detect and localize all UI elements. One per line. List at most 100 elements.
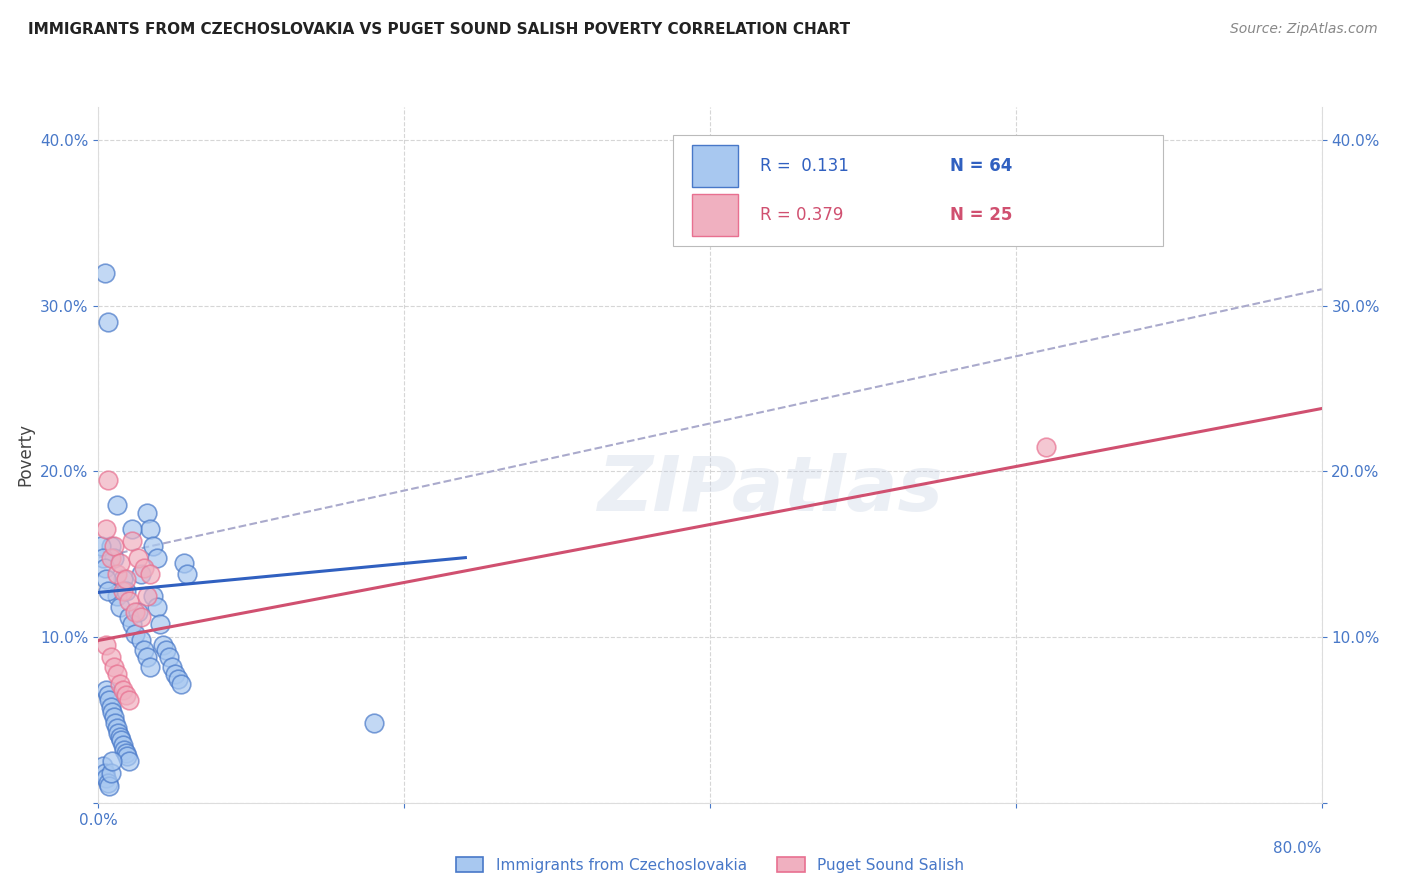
Text: N = 64: N = 64 <box>950 157 1012 175</box>
Text: ZIPatlas: ZIPatlas <box>598 453 945 526</box>
Point <box>103 660 125 674</box>
Point <box>91 759 114 773</box>
Point <box>136 650 159 665</box>
Point <box>93 266 115 280</box>
Point <box>100 539 122 553</box>
Point <box>97 473 120 487</box>
Point <box>110 732 132 747</box>
Point <box>97 583 120 598</box>
Point <box>97 776 120 790</box>
Point <box>108 676 131 690</box>
Point <box>152 639 174 653</box>
Point <box>112 743 135 757</box>
Point <box>94 771 117 785</box>
Point <box>139 660 162 674</box>
Point <box>105 498 128 512</box>
Point <box>145 550 167 565</box>
Point <box>129 633 152 648</box>
Point <box>111 683 134 698</box>
Point <box>103 539 125 553</box>
Point <box>105 567 128 582</box>
Point <box>94 639 117 653</box>
Point <box>149 616 172 631</box>
Point <box>115 746 138 760</box>
Point <box>139 523 162 537</box>
Text: IMMIGRANTS FROM CZECHOSLOVAKIA VS PUGET SOUND SALISH POVERTY CORRELATION CHART: IMMIGRANTS FROM CZECHOSLOVAKIA VS PUGET … <box>28 22 851 37</box>
Text: R = 0.379: R = 0.379 <box>761 206 844 224</box>
Point <box>115 572 138 586</box>
FancyBboxPatch shape <box>673 135 1163 246</box>
Point <box>139 567 162 582</box>
Point <box>118 693 141 707</box>
Point <box>134 560 156 574</box>
Point <box>163 666 186 681</box>
Point <box>129 567 152 582</box>
Point <box>107 726 129 740</box>
Point <box>97 688 120 702</box>
Point <box>94 683 117 698</box>
Point <box>100 550 122 565</box>
Point <box>98 779 121 793</box>
Point <box>127 605 149 619</box>
Point <box>124 627 146 641</box>
Point <box>121 616 143 631</box>
Point <box>91 550 114 565</box>
Point <box>97 315 120 329</box>
FancyBboxPatch shape <box>692 145 738 187</box>
Point <box>118 593 141 607</box>
Point <box>363 716 385 731</box>
Point <box>93 766 115 780</box>
Point <box>127 550 149 565</box>
Point <box>108 600 131 615</box>
Point <box>103 550 125 565</box>
Point <box>173 556 195 570</box>
Point <box>157 650 180 665</box>
Point <box>167 672 190 686</box>
Point <box>118 755 141 769</box>
Point <box>121 534 143 549</box>
FancyBboxPatch shape <box>692 194 738 235</box>
Point <box>108 556 131 570</box>
Legend: Immigrants from Czechoslovakia, Puget Sound Salish: Immigrants from Czechoslovakia, Puget So… <box>450 850 970 879</box>
Point <box>124 605 146 619</box>
Point <box>94 523 117 537</box>
Point <box>136 506 159 520</box>
Point <box>115 688 138 702</box>
Point <box>136 589 159 603</box>
Point <box>101 705 124 719</box>
Text: R =  0.131: R = 0.131 <box>761 157 849 175</box>
Point <box>129 610 152 624</box>
Point <box>117 749 139 764</box>
Point <box>105 721 128 735</box>
Point <box>105 666 128 681</box>
Y-axis label: Poverty: Poverty <box>17 424 35 486</box>
Point <box>155 643 177 657</box>
Point <box>108 730 131 744</box>
Point <box>111 583 134 598</box>
Point <box>98 693 121 707</box>
Text: 80.0%: 80.0% <box>1274 841 1322 856</box>
Point <box>94 572 117 586</box>
Point <box>176 567 198 582</box>
Point <box>93 560 115 574</box>
Point <box>145 600 167 615</box>
Point <box>118 610 141 624</box>
Point <box>134 643 156 657</box>
Point <box>111 572 134 586</box>
Point <box>100 699 122 714</box>
Point <box>100 766 122 780</box>
Point <box>1035 440 1057 454</box>
Point <box>100 650 122 665</box>
Point <box>111 738 134 752</box>
Point <box>170 676 193 690</box>
Point <box>104 716 127 731</box>
Point <box>105 589 128 603</box>
Point <box>142 589 165 603</box>
Text: N = 25: N = 25 <box>950 206 1012 224</box>
Point <box>103 709 125 723</box>
Point <box>115 583 138 598</box>
Point <box>121 523 143 537</box>
Point <box>160 660 183 674</box>
Point <box>90 539 112 553</box>
Text: Source: ZipAtlas.com: Source: ZipAtlas.com <box>1230 22 1378 37</box>
